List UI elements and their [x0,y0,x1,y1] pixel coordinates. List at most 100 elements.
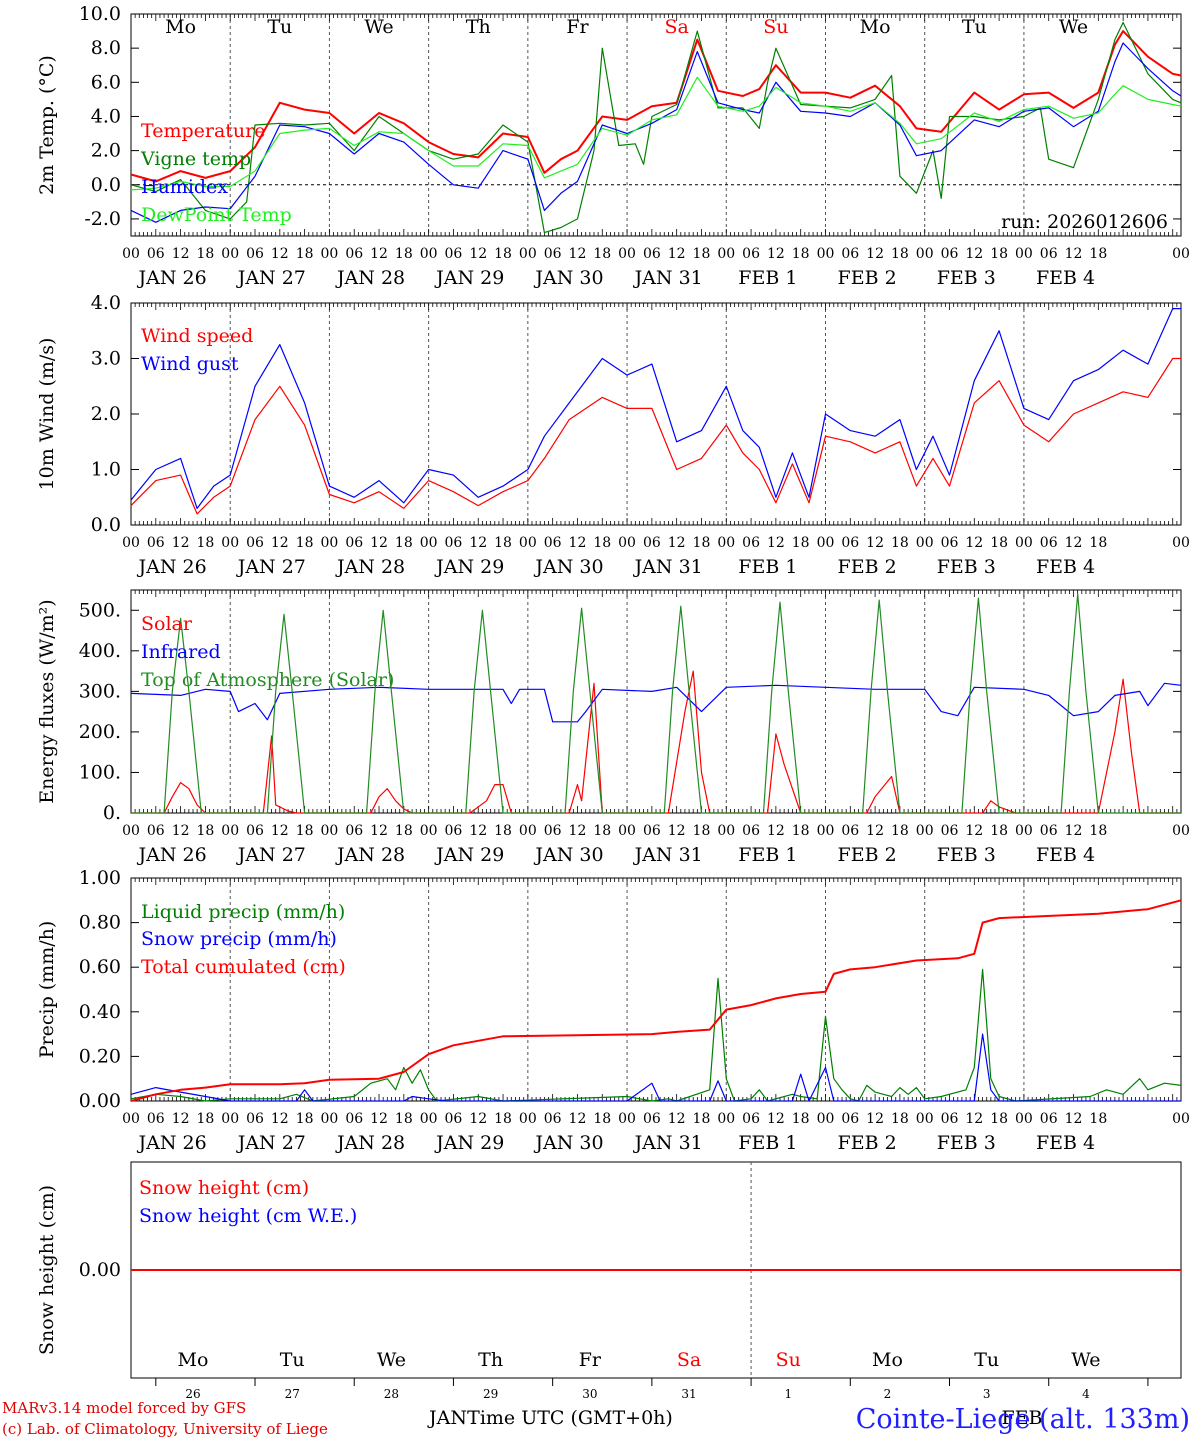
x-hour-label: 18 [693,823,711,839]
x-hour-label: 06 [345,246,363,262]
y-tick-label: 8.0 [91,37,121,59]
weekday-label-bottom: Fr [579,1349,602,1371]
day-number-label: 29 [483,1387,498,1401]
x-hour-label: 00 [122,823,140,839]
y-tick-label: 4.0 [91,292,121,314]
weekday-label: We [1059,16,1088,38]
x-hour-label: 18 [196,246,214,262]
y-tick-label: 400. [79,640,121,662]
x-date-label: JAN 26 [137,1132,207,1154]
x-hour-label: 00 [420,535,438,551]
x-date-label: JAN 29 [434,844,504,866]
x-hour-label: 00 [1172,823,1190,839]
x-hour-label: 00 [717,1111,735,1127]
x-hour-label: 18 [196,823,214,839]
x-hour-label: 12 [469,535,487,551]
y-tick-label: 100. [79,761,121,783]
x-hour-label: 06 [445,1111,463,1127]
x-hour-label: 12 [271,535,289,551]
x-hour-label: 00 [519,823,537,839]
x-date-label: JAN 31 [633,267,703,289]
x-hour-label: 06 [1040,823,1058,839]
x-hour-label: 00 [221,1111,239,1127]
x-hour-label: 00 [1015,535,1033,551]
panel-5 [130,1161,1182,1379]
x-date-label: FEB 4 [1036,556,1095,578]
x-hour-label: 12 [172,823,190,839]
x-hour-label: 12 [569,1111,587,1127]
x-date-label: FEB 3 [937,1132,996,1154]
x-hour-label: 00 [420,246,438,262]
x-hour-label: 12 [668,823,686,839]
x-date-label: JAN 31 [633,1132,703,1154]
x-hour-label: 06 [841,823,859,839]
x-date-label: JAN 27 [236,1132,306,1154]
x-hour-label: 00 [1172,535,1190,551]
legend-entry: Solar [141,613,193,635]
x-hour-label: 18 [990,1111,1008,1127]
x-hour-label: 12 [767,535,785,551]
weekday-label-bottom: Mo [178,1349,209,1371]
day-number-label: 28 [384,1387,399,1401]
x-date-label: JAN 30 [533,267,603,289]
x-date-label: FEB 4 [1036,267,1095,289]
x-hour-label: 12 [469,823,487,839]
x-hour-label: 12 [469,246,487,262]
x-hour-label: 12 [767,823,785,839]
x-date-label: JAN 27 [236,844,306,866]
x-date-label: FEB 4 [1036,1132,1095,1154]
day-number-label: 2 [884,1387,892,1401]
series-line-vigne-temp [130,21,1182,234]
legend-entry: Humidex [141,176,228,198]
x-hour-label: 12 [370,535,388,551]
x-hour-label: 00 [1015,246,1033,262]
x-date-label: JAN 27 [236,556,306,578]
x-hour-label: 18 [693,535,711,551]
x-hour-label: 06 [1040,246,1058,262]
x-hour-label: 06 [544,1111,562,1127]
x-hour-label: 00 [122,246,140,262]
series-line-solar [131,670,1181,814]
x-date-label: FEB 1 [738,1132,797,1154]
x-hour-label: 12 [569,246,587,262]
x-hour-label: 06 [643,535,661,551]
weekday-label: Fr [566,16,589,38]
legend-entry: Wind gust [141,353,239,375]
x-hour-label: 12 [668,246,686,262]
x-hour-label: 06 [544,823,562,839]
x-hour-label: 12 [1065,1111,1083,1127]
x-hour-label: 00 [221,246,239,262]
weekday-label: Sa [664,16,688,38]
x-hour-label: 00 [122,1111,140,1127]
x-hour-label: 06 [941,823,959,839]
y-tick-label: 1.00 [79,867,121,889]
weekday-label: Mo [860,16,891,38]
x-hour-label: 00 [1172,246,1190,262]
x-hour-label: 06 [147,246,165,262]
x-hour-label: 00 [321,823,339,839]
x-hour-label: 00 [916,823,934,839]
x-hour-label: 12 [668,535,686,551]
x-date-label: FEB 1 [738,267,797,289]
x-hour-label: 00 [221,535,239,551]
x-hour-label: 00 [916,246,934,262]
x-date-label: JAN 28 [335,556,405,578]
y-tick-label: 6.0 [91,71,121,93]
x-hour-label: 18 [891,535,909,551]
x-hour-label: 00 [1015,1111,1033,1127]
x-hour-label: 18 [296,1111,314,1127]
x-date-label: JAN 28 [335,267,405,289]
y-tick-label: 0.00 [79,1259,121,1281]
x-hour-label: 18 [792,1111,810,1127]
x-hour-label: 12 [569,823,587,839]
weekday-label: Su [763,16,788,38]
x-hour-label: 12 [271,823,289,839]
legend-entry: Temperature [141,120,265,142]
x-hour-label: 06 [246,1111,264,1127]
legend-entry: Snow height (cm) [139,1177,309,1199]
x-hour-label: 18 [296,823,314,839]
x-hour-label: 18 [395,246,413,262]
x-hour-label: 00 [817,535,835,551]
x-date-label: JAN 29 [434,556,504,578]
legend-entry: DewPoint Temp [141,204,292,226]
